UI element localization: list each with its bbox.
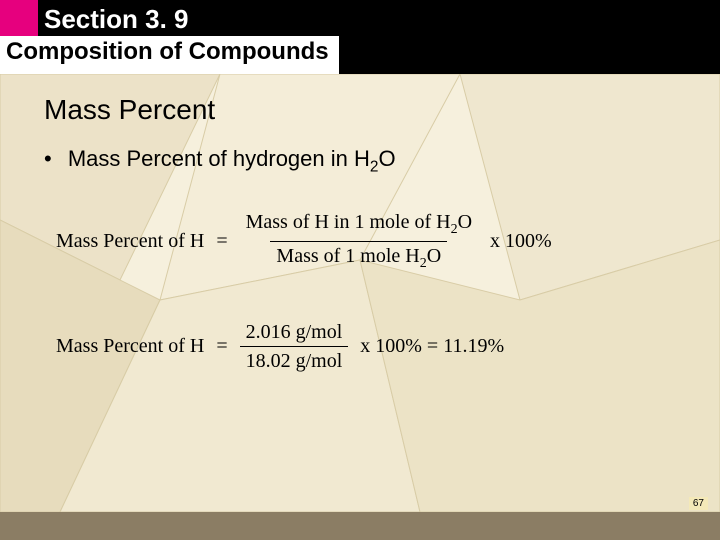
eq1-num-b: O [458,211,472,233]
eq2-equals: = [216,335,227,358]
eq2-den: 18.02 g/mol [240,346,349,373]
section-title-box: Composition of Compounds [0,36,339,74]
eq2-mid: x 100% = 11.19% [360,335,504,358]
eq2-num: 2.016 g/mol [240,320,349,346]
eq2-fraction: 2.016 g/mol 18.02 g/mol [240,320,349,373]
eq1-num-a: Mass of H in 1 mole of H [246,211,451,233]
bullet-line: • Mass Percent of hydrogen in H2O [44,146,396,176]
header-accent [0,0,38,36]
footer-bar [0,512,720,540]
eq1-den-a: Mass of 1 mole H [276,245,419,267]
bullet-text: Mass Percent of hydrogen in H [68,146,370,171]
slide-title: Mass Percent [44,94,215,126]
section-number: Section 3. 9 [44,4,189,35]
eq1-num-sub: 2 [451,222,458,237]
equation-2: Mass Percent of H = 2.016 g/mol 18.02 g/… [56,320,504,373]
bullet-tail: O [378,146,395,171]
equation-1: Mass Percent of H = Mass of H in 1 mole … [56,210,552,273]
eq1-den-b: O [427,245,441,267]
eq1-fraction: Mass of H in 1 mole of H2O Mass of 1 mol… [240,210,478,273]
eq1-lhs: Mass Percent of H [56,230,204,253]
eq1-equals: = [216,230,227,253]
eq1-rhs: x 100% [490,230,552,253]
page-number: 67 [689,497,708,510]
eq2-lhs: Mass Percent of H [56,335,204,358]
bullet-dot: • [44,146,52,171]
section-title: Composition of Compounds [6,38,329,65]
eq1-den-sub: 2 [420,256,427,271]
